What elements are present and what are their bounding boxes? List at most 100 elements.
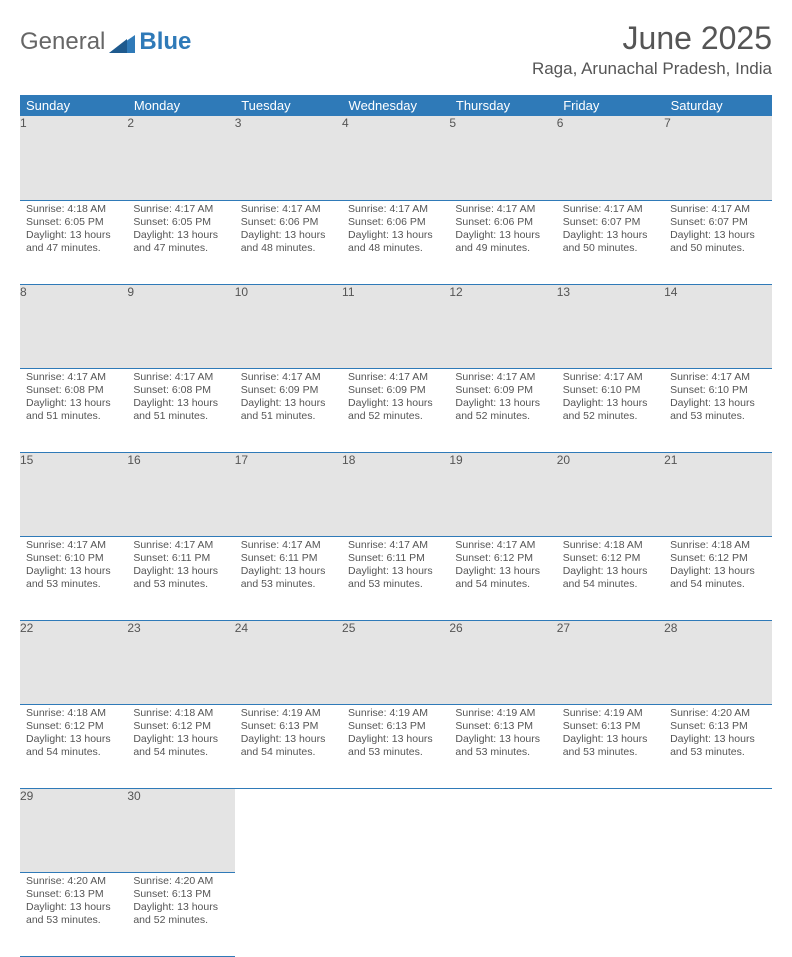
day-details: Sunrise: 4:20 AMSunset: 6:13 PMDaylight:… [20,873,127,932]
daylight-text: Daylight: 13 hours and 53 minutes. [26,901,121,927]
calendar-week-row: Sunrise: 4:18 AM Sunset: 6:12 PM Daylight:… [20,704,772,788]
sunrise-text: Sunrise: 4:17 AM [241,203,336,216]
day-details: Sunrise: 4:17 AMSunset: 6:06 PMDaylight:… [449,201,556,260]
day-details: Sunrise: 4:17 AMSunset: 6:09 PMDaylight:… [449,369,556,428]
day-number-cell: 2 [127,116,234,200]
day-details: Sunrise: 4:17 AMSunset: 6:10 PMDaylight:… [664,369,771,428]
daylight-text: Daylight: 13 hours and 53 minutes. [348,565,443,591]
day-details: Sunrise: 4:17 AMSunset: 6:07 PMDaylight:… [664,201,771,260]
calendar-day-cell: Sunrise: 4:17 AMSunset: 6:11 PMDaylight:… [127,536,234,620]
calendar-day-cell: Sunrise: 4:20 AMSunset: 6:13 PMDaylight:… [20,872,127,956]
day-number-cell: 17 [235,452,342,536]
day-details: Sunrise: 4:20 AMSunset: 6:13 PMDaylight:… [664,705,771,764]
day-number-cell: 7 [664,116,771,200]
day-number-cell [664,788,771,872]
day-number-cell: 23 [127,620,234,704]
day-number-cell: 14 [664,284,771,368]
daylight-text: Daylight: 13 hours and 53 minutes. [670,397,765,423]
day-number-cell: 15 [20,452,127,536]
sunset-text: Sunset: 6:12 PM [670,552,765,565]
sunset-text: Sunset: 6:07 PM [670,216,765,229]
sunrise-text: Sunrise: 4:17 AM [348,203,443,216]
logo-text-2: Blue [139,28,191,56]
daylight-text: Daylight: 13 hours and 52 minutes. [133,901,228,927]
sunset-text: Sunset: 6:09 PM [241,384,336,397]
page-header: General Blue June 2025 Raga, Arunachal P… [20,20,772,79]
weekday-heading: Sunday [20,95,127,116]
sunset-text: Sunset: 6:13 PM [563,720,658,733]
sunset-text: Sunset: 6:13 PM [348,720,443,733]
day-details: Sunrise: 4:17 AMSunset: 6:10 PMDaylight:… [20,537,127,596]
calendar-week-row: Sunrise: 4:17 AM Sunset: 6:10 PM Daylight:… [20,536,772,620]
day-number-cell: 22 [20,620,127,704]
sunset-text: Sunset: 6:13 PM [241,720,336,733]
sunset-text: Sunset: 6:06 PM [348,216,443,229]
day-details: Sunrise: 4:17 AMSunset: 6:11 PMDaylight:… [342,537,449,596]
calendar-day-cell: Sunrise: 4:17 AMSunset: 6:12 PMDaylight:… [449,536,556,620]
sunset-text: Sunset: 6:12 PM [133,720,228,733]
calendar-day-cell: Sunrise: 4:18 AMSunset: 6:12 PMDaylight:… [664,536,771,620]
sunrise-text: Sunrise: 4:18 AM [26,707,121,720]
daylight-text: Daylight: 13 hours and 53 minutes. [348,733,443,759]
day-number-row: 1234567 [20,116,772,200]
sunrise-text: Sunrise: 4:19 AM [455,707,550,720]
calendar-day-cell: Sunrise: 4:17 AMSunset: 6:09 PMDaylight:… [342,368,449,452]
calendar-day-cell: Sunrise: 4:17 AMSunset: 6:07 PMDaylight:… [664,200,771,284]
sunrise-text: Sunrise: 4:17 AM [455,539,550,552]
day-details: Sunrise: 4:17 AMSunset: 6:07 PMDaylight:… [557,201,664,260]
day-number-cell: 3 [235,116,342,200]
sunrise-text: Sunrise: 4:17 AM [348,371,443,384]
daylight-text: Daylight: 13 hours and 48 minutes. [348,229,443,255]
sunrise-text: Sunrise: 4:20 AM [26,875,121,888]
sunset-text: Sunset: 6:07 PM [563,216,658,229]
day-number-cell: 24 [235,620,342,704]
calendar-day-cell: Sunrise: 4:17 AMSunset: 6:11 PMDaylight:… [342,536,449,620]
daylight-text: Daylight: 13 hours and 51 minutes. [133,397,228,423]
daylight-text: Daylight: 13 hours and 51 minutes. [241,397,336,423]
daylight-text: Daylight: 13 hours and 52 minutes. [563,397,658,423]
sunrise-text: Sunrise: 4:17 AM [241,371,336,384]
day-number-cell: 19 [449,452,556,536]
calendar-day-cell [557,872,664,956]
calendar-day-cell: Sunrise: 4:17 AMSunset: 6:06 PMDaylight:… [342,200,449,284]
sunrise-text: Sunrise: 4:18 AM [563,539,658,552]
calendar-body: 1234567Sunrise: 4:18 AMSunset: 6:05 PMDa… [20,116,772,956]
day-details: Sunrise: 4:17 AMSunset: 6:12 PMDaylight:… [449,537,556,596]
sunset-text: Sunset: 6:09 PM [455,384,550,397]
month-title: June 2025 [532,20,772,57]
sunset-text: Sunset: 6:06 PM [455,216,550,229]
day-details: Sunrise: 4:19 AMSunset: 6:13 PMDaylight:… [449,705,556,764]
daylight-text: Daylight: 13 hours and 53 minutes. [241,565,336,591]
day-details: Sunrise: 4:17 AMSunset: 6:06 PMDaylight:… [235,201,342,260]
calendar-day-cell: Sunrise: 4:19 AMSunset: 6:13 PMDaylight:… [557,704,664,788]
day-number-row: 15161718192021 [20,452,772,536]
day-number-cell [557,788,664,872]
calendar-day-cell: Sunrise: 4:17 AMSunset: 6:10 PMDaylight:… [557,368,664,452]
calendar-day-cell [664,872,771,956]
calendar-day-cell: Sunrise: 4:17 AMSunset: 6:09 PMDaylight:… [235,368,342,452]
daylight-text: Daylight: 13 hours and 53 minutes. [670,733,765,759]
weekday-heading: Tuesday [235,95,342,116]
day-number-cell: 28 [664,620,771,704]
day-number-cell: 5 [449,116,556,200]
sunset-text: Sunset: 6:10 PM [26,552,121,565]
day-details: Sunrise: 4:17 AMSunset: 6:06 PMDaylight:… [342,201,449,260]
weekday-heading: Thursday [449,95,556,116]
calendar-day-cell: Sunrise: 4:17 AMSunset: 6:09 PMDaylight:… [449,368,556,452]
sunset-text: Sunset: 6:13 PM [455,720,550,733]
day-number-cell: 29 [20,788,127,872]
sunset-text: Sunset: 6:05 PM [26,216,121,229]
sunset-text: Sunset: 6:12 PM [563,552,658,565]
daylight-text: Daylight: 13 hours and 54 minutes. [670,565,765,591]
sunrise-text: Sunrise: 4:19 AM [563,707,658,720]
day-details: Sunrise: 4:19 AMSunset: 6:13 PMDaylight:… [342,705,449,764]
day-details: Sunrise: 4:17 AMSunset: 6:08 PMDaylight:… [20,369,127,428]
calendar-day-cell: Sunrise: 4:17 AMSunset: 6:06 PMDaylight:… [235,200,342,284]
day-number-cell [342,788,449,872]
calendar-week-row: Sunrise: 4:18 AMSunset: 6:05 PMDaylight:… [20,200,772,284]
sunset-text: Sunset: 6:09 PM [348,384,443,397]
sunset-text: Sunset: 6:10 PM [563,384,658,397]
day-number-cell: 9 [127,284,234,368]
daylight-text: Daylight: 13 hours and 52 minutes. [348,397,443,423]
calendar-day-cell: Sunrise: 4:19 AMSunset: 6:13 PMDaylight:… [449,704,556,788]
